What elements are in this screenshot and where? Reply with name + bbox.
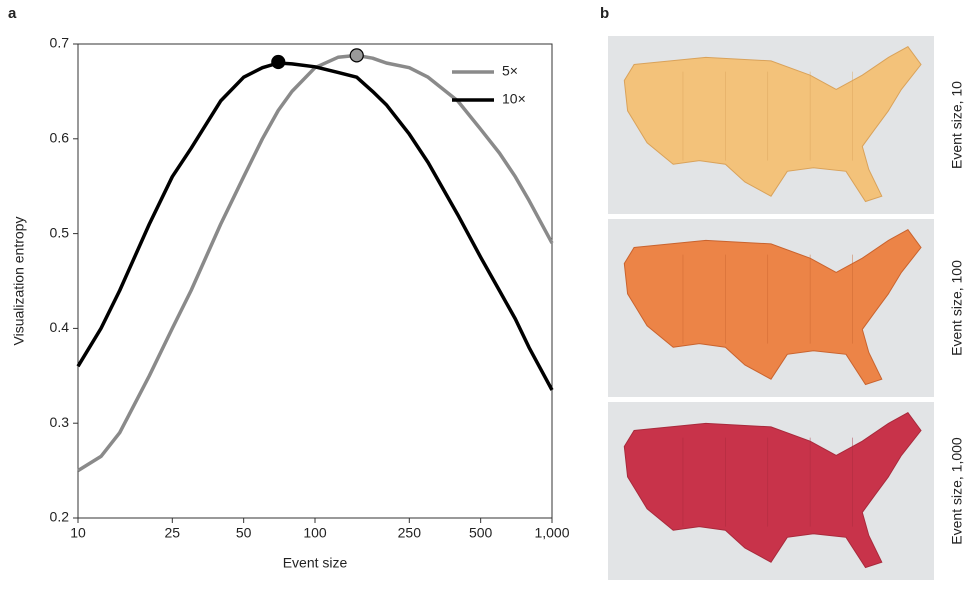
legend-label: 10× [502, 91, 526, 107]
x-tick-label: 250 [398, 525, 422, 541]
x-tick-label: 10 [70, 525, 86, 541]
y-tick-label: 0.3 [50, 414, 70, 430]
series-line [76, 61, 554, 391]
y-tick-label: 0.4 [50, 319, 70, 335]
y-tick-label: 0.7 [50, 35, 70, 51]
map-us [623, 229, 922, 386]
plot-frame [77, 43, 553, 519]
y-tick-label: 0.6 [50, 130, 70, 146]
y-axis-label: Visualization entropy [11, 217, 27, 346]
series-line [77, 53, 554, 473]
y-tick-label: 0.2 [50, 509, 70, 525]
x-axis-label: Event size [283, 555, 348, 571]
x-tick-label: 25 [165, 525, 181, 541]
x-tick-label: 1,000 [534, 525, 569, 541]
x-tick-label: 500 [469, 525, 493, 541]
legend-label: 5× [502, 63, 518, 79]
panel-label: b [600, 5, 609, 22]
peak-marker [271, 54, 286, 70]
x-tick-label: 100 [303, 525, 327, 541]
panel-label: a [8, 5, 17, 22]
peak-marker [349, 48, 364, 63]
map-caption: Event size, 10 [949, 81, 965, 169]
map-caption: Event size, 1,000 [949, 437, 965, 545]
y-tick-label: 0.5 [50, 224, 70, 240]
map-us [623, 46, 922, 203]
x-tick-label: 50 [236, 525, 252, 541]
map-caption: Event size, 100 [949, 260, 965, 356]
map-us [623, 412, 922, 569]
